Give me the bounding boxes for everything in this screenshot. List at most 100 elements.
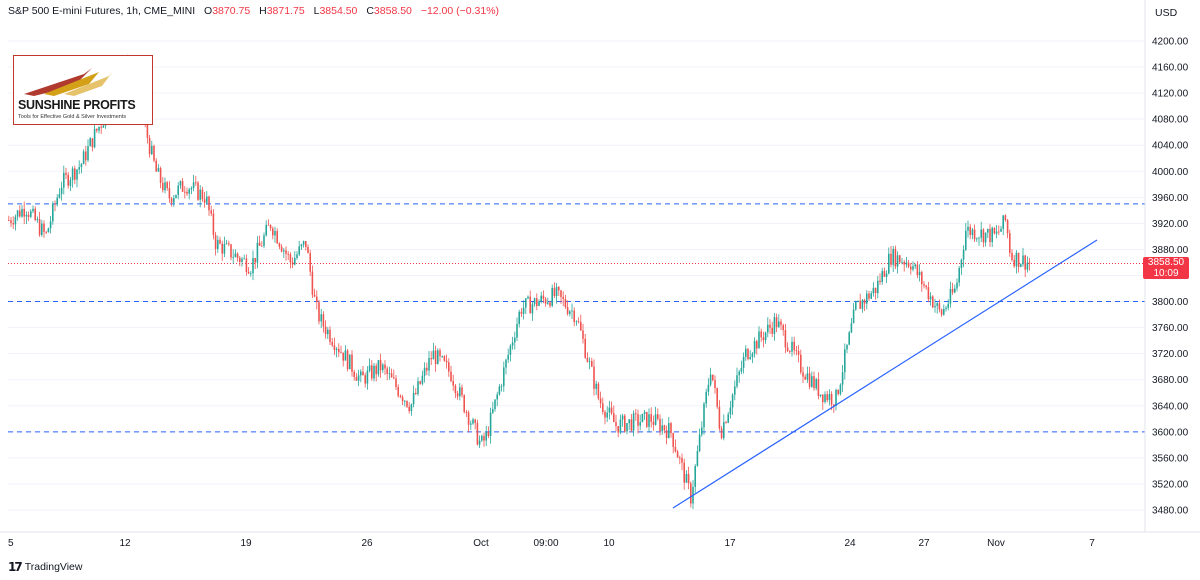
candle-body: [624, 415, 626, 432]
candle-body: [245, 258, 248, 272]
candle-body: [406, 400, 408, 407]
candle-body: [822, 394, 824, 403]
candle-body: [797, 350, 800, 355]
candle-body: [221, 243, 223, 254]
candle-body: [819, 394, 822, 396]
candle-body: [965, 230, 967, 250]
candle-body: [419, 381, 421, 384]
candle-body: [309, 253, 311, 272]
candle-body: [738, 371, 740, 376]
candle-body: [923, 284, 925, 286]
candle-body: [360, 371, 362, 376]
candle-body: [826, 394, 828, 401]
candle-body: [441, 356, 443, 358]
candle-body: [201, 189, 204, 200]
candle-body: [980, 229, 982, 238]
y-tick-label: 3760.00: [1152, 323, 1189, 334]
candle-body: [212, 213, 215, 235]
candle-body: [300, 244, 303, 247]
candle-body: [269, 225, 272, 229]
candle-body: [516, 323, 518, 338]
candle-body: [767, 324, 769, 333]
candle-body: [672, 433, 674, 447]
candle-body: [41, 223, 43, 235]
x-tick-label: 19: [240, 538, 252, 549]
candle-body: [549, 302, 551, 306]
trendline-layer: [672, 239, 1098, 509]
candle-body: [76, 169, 78, 180]
candle-body: [379, 360, 382, 371]
candle-body: [250, 273, 252, 275]
low-value: 3854.50: [319, 5, 358, 17]
candle-body: [368, 365, 371, 371]
candle-body: [74, 168, 76, 180]
candle-body: [978, 237, 980, 239]
candle-body: [346, 350, 349, 370]
candle-body: [569, 311, 571, 314]
candle-body: [283, 250, 285, 252]
candle-body: [619, 419, 622, 433]
x-tick-label: 27: [918, 538, 930, 549]
candle-body: [30, 211, 32, 217]
bar-countdown: 10:09: [1153, 268, 1179, 279]
y-tick-label: 3880.00: [1152, 245, 1189, 256]
candle-body: [395, 378, 397, 388]
candle-body: [320, 314, 322, 322]
candle-body: [232, 257, 234, 258]
candle-body: [877, 280, 879, 294]
candle-body: [940, 309, 943, 315]
candle-body: [1009, 233, 1011, 253]
candle-body: [481, 435, 483, 441]
last-price-badge: 3858.50 10:09: [1143, 257, 1189, 279]
candle-body: [14, 216, 17, 225]
candle-body: [214, 234, 217, 249]
candle-body: [280, 246, 283, 252]
candle-body: [478, 440, 481, 445]
candle-body: [210, 210, 212, 214]
candle-body: [307, 246, 309, 254]
candle-body: [881, 271, 883, 282]
candle-body: [969, 226, 971, 235]
y-tick-label: 4080.00: [1152, 115, 1189, 126]
candle-body: [298, 246, 300, 255]
candle-body: [610, 407, 613, 414]
candle-body: [753, 341, 756, 354]
tradingview-branding[interactable]: 𝟭𝟳 TradingView: [8, 560, 82, 574]
candle-body: [509, 345, 512, 355]
candle-body: [278, 243, 281, 247]
candle-body: [36, 219, 39, 221]
candle-body: [85, 151, 87, 161]
candle-body: [289, 254, 292, 263]
candle-body: [775, 317, 778, 328]
candle-body: [27, 214, 30, 217]
candle-body: [1028, 262, 1031, 264]
candle-body: [373, 365, 375, 379]
y-tick-label: 3640.00: [1152, 401, 1189, 412]
candle-body: [723, 422, 725, 439]
candle-body: [696, 451, 699, 466]
candle-body: [562, 296, 564, 299]
candle-body: [476, 422, 479, 445]
candle-body: [89, 138, 91, 147]
candle-body: [188, 189, 190, 194]
candle-body: [855, 301, 857, 310]
candle-body: [43, 223, 45, 232]
candle-body: [613, 413, 615, 423]
candle-body: [749, 357, 751, 360]
candle-body: [186, 191, 188, 194]
candle-body: [331, 342, 333, 346]
candle-body: [639, 422, 641, 426]
x-tick-label: 12: [119, 538, 131, 549]
candle-body: [780, 321, 782, 326]
candle-body: [514, 337, 516, 343]
symbol-title[interactable]: S&P 500 E-mini Futures, 1h, CME_MINI: [8, 5, 196, 17]
candle-body: [824, 394, 826, 403]
currency-label[interactable]: USD: [1155, 7, 1178, 19]
candle-body: [492, 409, 494, 413]
candle-body: [197, 182, 199, 200]
candle-body: [736, 375, 738, 387]
candle-body: [782, 325, 784, 331]
candle-body: [313, 294, 316, 297]
candle-body: [701, 427, 703, 435]
